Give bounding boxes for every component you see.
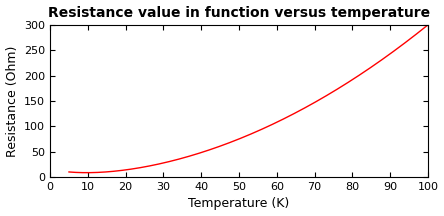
X-axis label: Temperature (K): Temperature (K) [188, 197, 289, 210]
Title: Resistance value in function versus temperature: Resistance value in function versus temp… [48, 6, 430, 20]
Y-axis label: Resistance (Ohm): Resistance (Ohm) [6, 45, 19, 157]
